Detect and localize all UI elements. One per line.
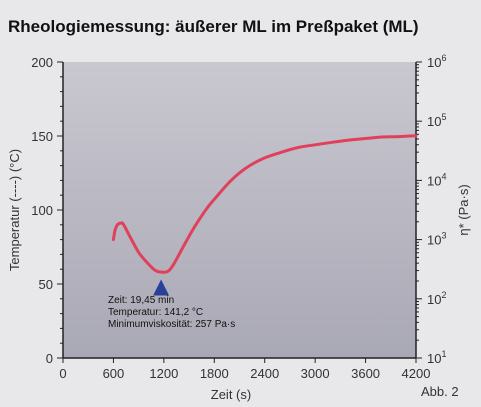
right-tick-base: 10 [427,55,441,70]
chart-title: Rheologiemessung: äußerer ML im Preßpake… [8,17,419,36]
left-axis-label: Temperatur (----) (°C) [7,149,22,271]
minimum-marker [153,279,170,296]
right-tick-exponent: 2 [441,290,446,300]
right-tick-exponent: 6 [441,53,446,63]
x-tick-label: 0 [59,366,66,381]
x-axis-ticks: 0 600 1200 1800 2400 3000 3600 4200 [59,358,430,381]
figure-label: Abb. 2 [421,384,459,399]
right-tick-label: 103 [427,231,446,248]
right-tick-base: 10 [427,173,441,188]
x-tick-label: 3000 [301,366,330,381]
series-layer [111,134,418,274]
left-tick-label: 50 [39,277,53,292]
left-axis-ticks: 0 50 100 150 200 [31,55,63,366]
marker-annotation-line: Zeit: 19,45 min [108,295,174,306]
x-tick-label: 1200 [149,366,178,381]
right-tick-label: 102 [427,290,446,307]
marker-annotation-line: Minimumviskosität: 257 Pa·s [108,319,235,330]
right-tick-label: 101 [427,349,446,366]
viscosity-line [111,134,418,274]
x-tick-label: 3600 [351,366,380,381]
right-tick-exponent: 5 [441,112,446,122]
right-tick-label: 104 [427,171,446,188]
x-tick-label: 600 [103,366,125,381]
right-axis-label: η* (Pa·s) [456,184,471,235]
x-axis-label: Zeit (s) [211,387,251,402]
right-tick-label: 105 [427,112,446,129]
right-tick-exponent: 4 [441,171,446,181]
left-tick-label: 200 [31,55,53,70]
right-tick-base: 10 [427,292,441,307]
marker-annotation-line: Temperatur: 141,2 °C [108,307,203,318]
right-tick-exponent: 1 [441,349,446,359]
x-tick-label: 1800 [200,366,229,381]
right-tick-label: 106 [427,53,446,70]
right-tick-base: 10 [427,233,441,248]
left-tick-label: 100 [31,203,53,218]
left-tick-label: 0 [46,351,53,366]
right-tick-base: 10 [427,114,441,129]
x-tick-label: 4200 [402,366,431,381]
x-tick-label: 2400 [250,366,279,381]
right-tick-exponent: 3 [441,231,446,241]
left-tick-label: 150 [31,129,53,144]
plot-area [63,62,416,358]
right-tick-base: 10 [427,351,441,366]
